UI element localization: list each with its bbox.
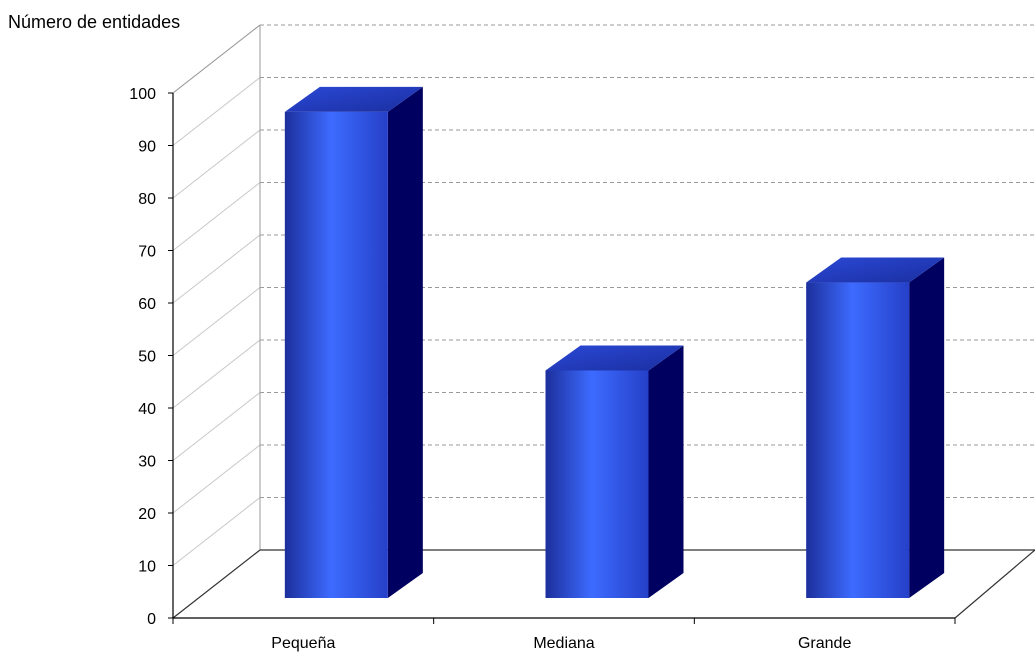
x-tick-label: Pequeña — [271, 635, 335, 652]
floor-right-edge — [954, 549, 1035, 619]
y-tick-labels: 0 10 20 30 40 50 60 70 80 90 100 — [129, 86, 156, 628]
y-tick-label: 20 — [138, 506, 156, 523]
side-gridline — [172, 444, 261, 514]
y-tick-label: 0 — [147, 611, 156, 628]
side-wall-edge — [172, 24, 261, 94]
x-tick-label: Grande — [798, 635, 851, 652]
bar-pequeña — [284, 86, 423, 598]
y-tick-label: 100 — [129, 86, 156, 103]
y-tick-label: 70 — [138, 244, 156, 261]
y-tick-label: 80 — [138, 191, 156, 208]
bar-front-face — [806, 282, 910, 598]
y-tick-label: 50 — [138, 349, 156, 366]
y-axis-label: Número de entidades — [8, 12, 180, 32]
bar-top-face — [284, 86, 423, 112]
bar-side-face — [387, 86, 423, 598]
y-tick-label: 60 — [138, 296, 156, 313]
y-tick-label: 10 — [138, 559, 156, 576]
bar-top-face — [545, 345, 684, 371]
side-gridline — [172, 129, 261, 199]
y-tick-label: 40 — [138, 401, 156, 418]
side-gridline — [172, 392, 261, 461]
x-tick-labels: Pequeña Mediana Grande — [271, 635, 851, 652]
bar-front-face — [545, 370, 649, 598]
side-gridline — [172, 234, 261, 304]
bar-mediana — [545, 345, 684, 598]
bar-side-face — [909, 257, 945, 598]
bar-front-face — [284, 111, 388, 598]
bar-top-face — [806, 257, 945, 283]
side-gridline — [172, 497, 261, 566]
bar-side-face — [648, 345, 684, 598]
side-gridline — [172, 182, 261, 251]
side-gridline — [172, 287, 261, 356]
side-gridline — [172, 339, 261, 409]
y-tick-label: 90 — [138, 139, 156, 156]
y-tick-label: 30 — [138, 454, 156, 471]
floor-left-edge — [172, 549, 261, 619]
chart-bars — [284, 86, 945, 598]
side-gridline — [172, 77, 261, 146]
bar-grande — [806, 257, 945, 598]
x-tick-label: Mediana — [533, 635, 594, 652]
